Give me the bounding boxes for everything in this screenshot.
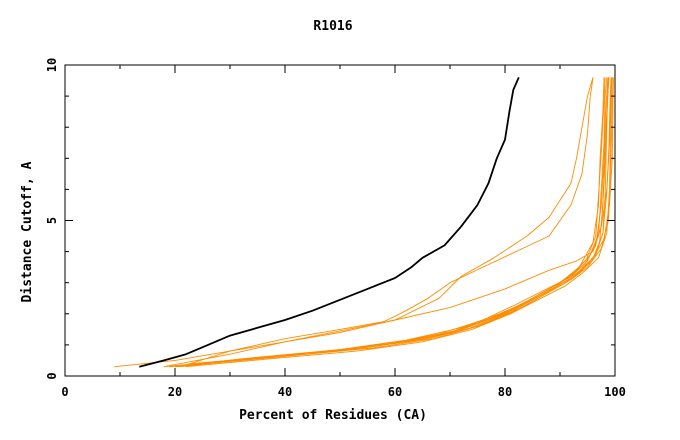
- orange-series-line-5: [163, 77, 609, 368]
- black-series-line: [139, 77, 520, 368]
- y-tick-label-10: 10: [45, 58, 59, 72]
- orange-series-line-2: [180, 77, 594, 368]
- orange-series-line-4: [169, 77, 605, 368]
- orange-series-line-6: [174, 77, 613, 368]
- orange-series-line-7: [180, 77, 614, 368]
- ticks-layer: 0 20 40 60 80 100 0 5 10: [45, 58, 626, 399]
- y-tick-label-0: 0: [45, 372, 59, 379]
- orange-series-line-12: [191, 77, 613, 365]
- x-tick-label-100: 100: [604, 385, 626, 399]
- orange-series-line-14: [174, 77, 612, 368]
- series-layer: [114, 77, 614, 368]
- x-tick-label-0: 0: [61, 385, 68, 399]
- x-tick-label-40: 40: [278, 385, 292, 399]
- chart-title: R1016: [313, 19, 352, 34]
- orange-series-line-11: [174, 77, 606, 368]
- x-tick-label-20: 20: [168, 385, 182, 399]
- y-tick-label-5: 5: [45, 217, 59, 224]
- orange-series-line-1: [114, 77, 594, 368]
- x-tick-label-60: 60: [388, 385, 402, 399]
- orange-series-line-10: [185, 77, 613, 368]
- orange-series-line-13: [163, 77, 609, 368]
- x-tick-label-80: 80: [498, 385, 512, 399]
- y-axis-label: Distance Cutoff, A: [20, 161, 35, 302]
- orange-series-line-3: [174, 77, 608, 368]
- x-axis-label: Percent of Residues (CA): [239, 408, 427, 423]
